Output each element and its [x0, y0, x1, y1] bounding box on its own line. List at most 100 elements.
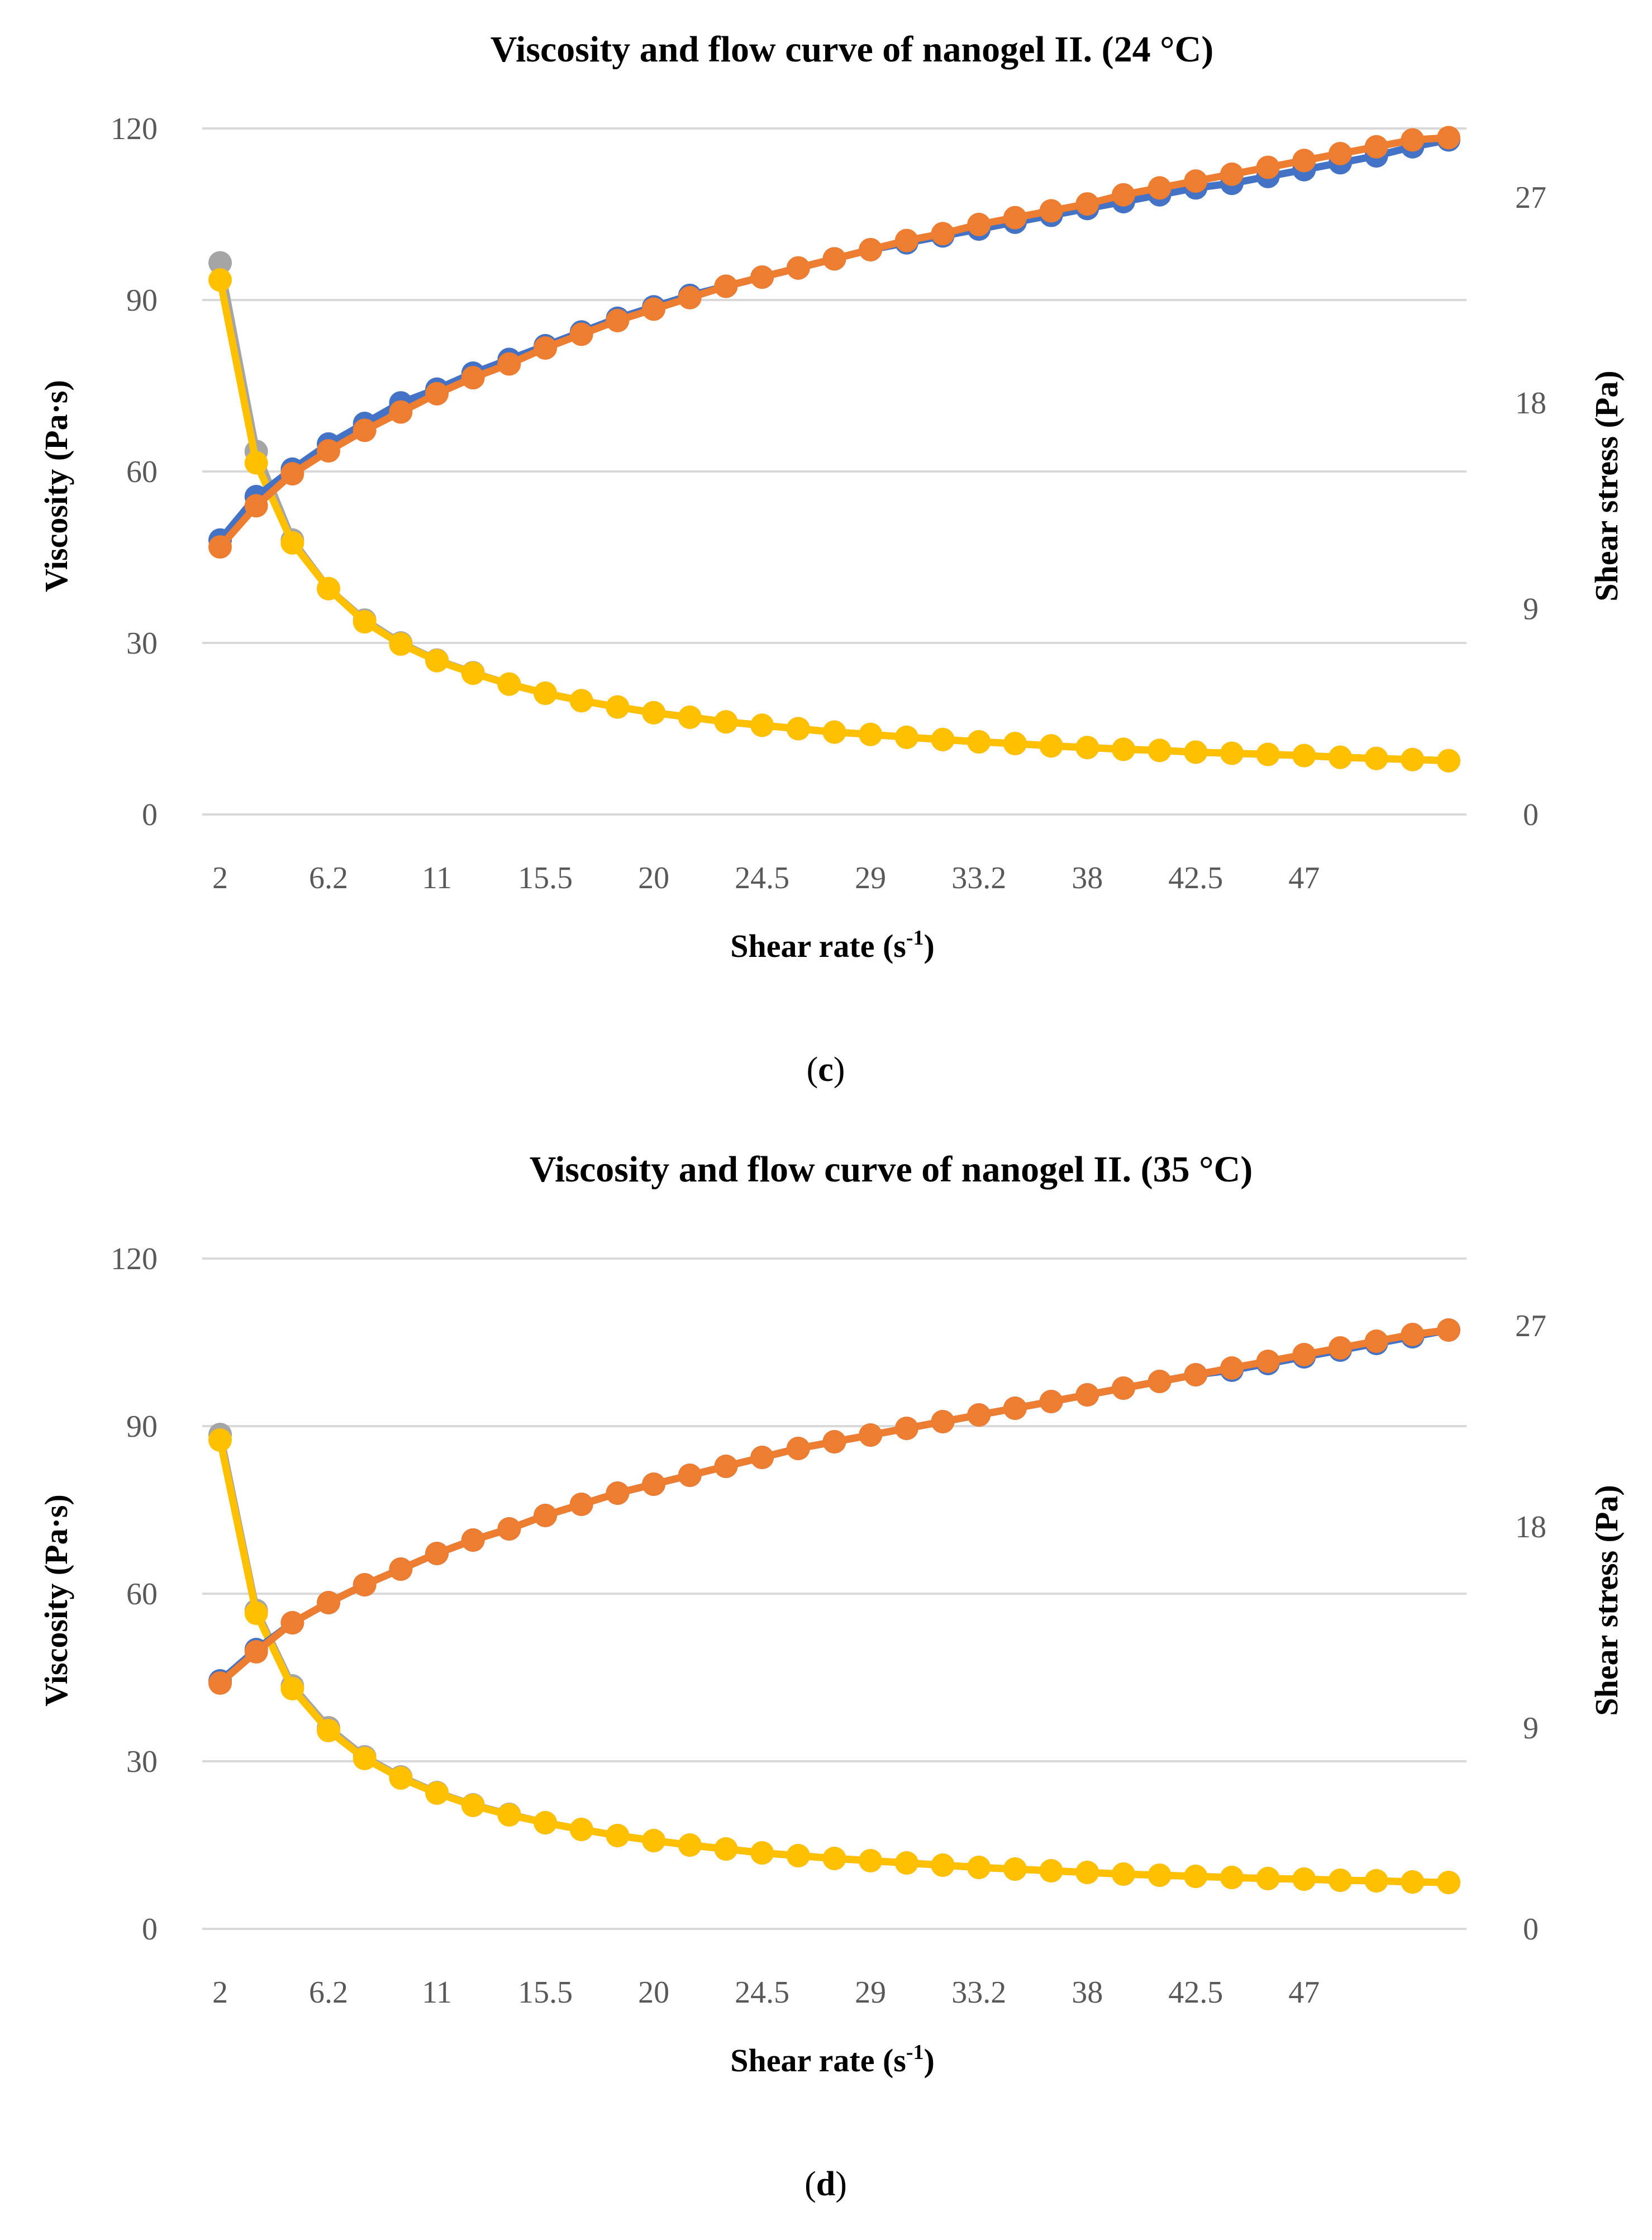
data-point	[1220, 741, 1244, 765]
series-2	[208, 1318, 1460, 1693]
series-line	[216, 1326, 1453, 1685]
series-line	[216, 276, 1453, 765]
x-tick-label: 6.2	[309, 1975, 348, 2010]
data-point	[244, 1602, 268, 1625]
y2-axis-ticks: 0 9 18 27	[1515, 1309, 1546, 1947]
data-point	[569, 322, 593, 346]
data-point	[1003, 206, 1027, 230]
y-tick-label: 30	[126, 626, 158, 661]
data-point	[244, 1640, 268, 1664]
data-point	[389, 1766, 413, 1790]
data-point	[280, 462, 304, 486]
x-tick-label: 24.5	[735, 1975, 789, 2010]
data-point	[497, 352, 521, 376]
data-point	[1184, 169, 1208, 193]
data-point	[244, 494, 268, 518]
data-point	[1292, 1343, 1316, 1366]
y2-axis-ticks: 0 9 18 27	[1515, 180, 1546, 832]
x-tick-label: 42.5	[1168, 861, 1223, 895]
data-point	[678, 285, 702, 309]
series-line	[216, 134, 1453, 551]
y-axis-label: Viscosity (Pa·s)	[38, 1494, 74, 1707]
data-point	[606, 1481, 630, 1505]
y2-axis-label: Shear stress (Pa)	[1588, 1485, 1625, 1715]
data-point	[1075, 1861, 1099, 1884]
y2-tick-label: 0	[1523, 1912, 1539, 1947]
data-point	[208, 535, 232, 559]
data-point	[1003, 1397, 1027, 1420]
x-tick-label: 38	[1072, 861, 1103, 895]
data-point	[1220, 1866, 1244, 1889]
data-point	[678, 1464, 702, 1487]
y-tick-label: 120	[111, 112, 158, 146]
x-axis-label: Shear rate (s-1)	[730, 2041, 935, 2079]
data-point	[642, 1829, 666, 1852]
data-point	[1184, 1865, 1208, 1888]
chart-title: Viscosity and flow curve of nanogel II. …	[491, 29, 1213, 70]
y2-tick-label: 18	[1515, 1510, 1546, 1545]
x-tick-label: 29	[855, 1975, 886, 2010]
chart-panel-d: Viscosity and flow curve of nanogel II. …	[38, 1149, 1625, 2203]
data-point	[1256, 1350, 1280, 1373]
series-line	[216, 136, 1453, 544]
data-point	[1111, 737, 1135, 761]
data-point	[1148, 1370, 1172, 1393]
data-point	[894, 1417, 918, 1440]
data-point	[894, 725, 918, 749]
data-point	[714, 710, 738, 734]
data-point	[822, 1847, 846, 1870]
data-point	[1401, 1323, 1425, 1346]
data-point	[1111, 1376, 1135, 1400]
data-point	[1111, 1862, 1135, 1886]
y2-tick-label: 27	[1515, 1309, 1546, 1343]
data-point	[822, 247, 846, 271]
series-line	[216, 1436, 1453, 1886]
data-point	[1039, 199, 1063, 223]
data-point	[353, 418, 377, 442]
data-point	[931, 1853, 955, 1877]
data-point	[931, 1410, 955, 1433]
data-point	[678, 1833, 702, 1857]
series-layer	[208, 126, 1460, 773]
data-point	[534, 1811, 558, 1834]
x-tick-label: 15.5	[518, 861, 573, 895]
y-tick-label: 90	[126, 283, 158, 318]
x-tick-label: 29	[855, 861, 886, 895]
data-point	[750, 713, 774, 737]
data-point	[1003, 1857, 1027, 1881]
data-point	[642, 1472, 666, 1496]
data-point	[353, 610, 377, 634]
data-point	[822, 720, 846, 744]
data-point	[389, 400, 413, 424]
x-tick-label: 33.2	[951, 861, 1006, 895]
series-line	[216, 259, 1453, 765]
data-point	[1328, 1336, 1352, 1360]
data-point	[280, 1611, 304, 1634]
data-point	[425, 1781, 449, 1805]
x-axis-ticks: 2 6.2 11 15.5 20 24.5 29 33.2 38 42.5 47	[212, 1975, 1320, 2010]
data-point	[750, 1841, 774, 1865]
data-point	[497, 1803, 521, 1827]
x-tick-label: 20	[638, 1975, 669, 2010]
data-point	[1220, 162, 1244, 186]
data-point	[569, 1493, 593, 1516]
data-point	[1437, 1871, 1460, 1894]
x-tick-label: 47	[1288, 1975, 1320, 2010]
series-0	[208, 251, 1460, 773]
x-tick-label: 24.5	[735, 861, 789, 895]
data-point	[280, 1677, 304, 1700]
data-point	[1437, 126, 1460, 150]
data-point	[750, 1446, 774, 1469]
series-3	[208, 126, 1460, 559]
data-point	[714, 1837, 738, 1861]
y-tick-label: 90	[126, 1409, 158, 1444]
data-point	[1184, 1363, 1208, 1386]
data-point	[1437, 749, 1460, 773]
y2-tick-label: 18	[1515, 386, 1546, 421]
data-point	[1364, 746, 1388, 770]
data-point	[280, 531, 304, 555]
data-point	[894, 1851, 918, 1875]
x-tick-label: 11	[422, 861, 452, 895]
x-axis-label: Shear rate (s-1)	[730, 926, 935, 964]
series-2	[208, 128, 1460, 552]
